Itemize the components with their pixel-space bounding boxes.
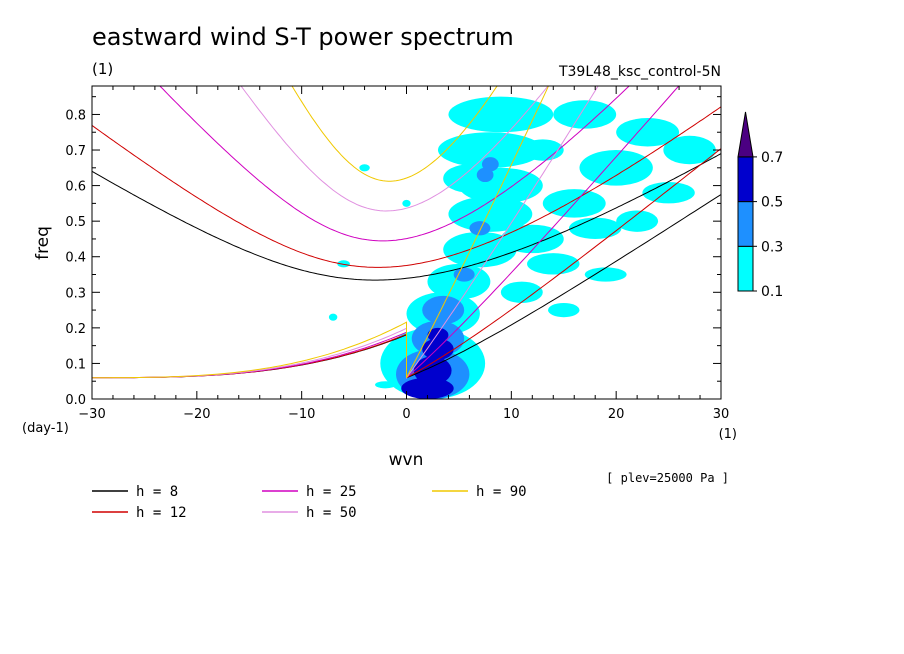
chart-title: eastward wind S-T power spectrum — [92, 23, 514, 51]
ig-wave-curve — [92, 153, 721, 281]
legend-label: h = 25 — [306, 484, 357, 500]
x-tick-label: 20 — [608, 407, 625, 422]
x-tick-label: 0 — [402, 407, 410, 422]
legend-label: h = 8 — [136, 484, 178, 500]
colorbar-segment — [737, 245, 754, 292]
y-tick-label: 0.2 — [65, 322, 86, 337]
colorbar-label: 0.3 — [761, 239, 783, 255]
colorbar-segment — [737, 156, 754, 203]
colorbar: 0.1 0.3 0.5 0.7 — [737, 111, 783, 300]
ig-wave-curve — [240, 86, 549, 212]
x-axis-label: wvn — [389, 450, 424, 470]
y-tick-label: 0.5 — [65, 215, 86, 230]
legend-label: h = 50 — [306, 505, 357, 521]
axis-ticks: −30 −20 −10 0 10 20 30 0.0 0.1 0.2 0.3 0.4 0.5 0.6 0.7… — [65, 86, 729, 422]
contour-blob — [584, 267, 627, 282]
ig-wave-curve — [159, 86, 630, 242]
contour-blob — [579, 150, 653, 186]
contour-blob — [453, 267, 475, 282]
contour-blob — [422, 295, 465, 325]
x-tick-label: −10 — [288, 407, 315, 422]
contour-blob — [568, 217, 622, 239]
contour-blob — [437, 132, 543, 168]
contour-blob — [548, 302, 580, 318]
contour-blob — [642, 182, 695, 204]
legend-label: h = 12 — [136, 505, 187, 521]
legend-label: h = 90 — [476, 484, 527, 500]
x-tick-label: 30 — [713, 407, 730, 422]
dispersion-curves — [92, 86, 721, 380]
legend: h = 8 h = 12 h = 25 h = 50 h = 90 — [92, 484, 527, 521]
y-tick-label: 0.3 — [65, 286, 86, 301]
x-tick-label: −20 — [183, 407, 210, 422]
colorbar-segment — [737, 201, 754, 247]
chart-subtitle-left: (1) — [92, 60, 113, 78]
y-tick-label: 0.4 — [65, 251, 86, 266]
contour-blob — [500, 281, 543, 303]
contour-blob — [663, 135, 716, 165]
contour-blob — [469, 221, 491, 236]
contour-blob — [427, 327, 449, 343]
contour-blob — [337, 260, 350, 268]
contour-blob — [375, 381, 397, 389]
contour-blob — [402, 199, 411, 207]
contour-blob — [527, 253, 580, 275]
contour-blob — [481, 157, 499, 172]
y-tick-label: 0.7 — [65, 144, 86, 159]
y-axis-label: freq — [33, 226, 53, 260]
plev-annotation: [ plev=25000 Pa ] — [606, 471, 729, 485]
contour-blob — [359, 164, 370, 172]
contour-blob — [413, 356, 452, 385]
contour-blob — [500, 224, 564, 254]
y-tick-label: 0.6 — [65, 180, 86, 195]
kelvin-wave-curve — [92, 86, 550, 379]
x-tick-label: 10 — [503, 407, 520, 422]
y-tick-label: 0.1 — [65, 357, 86, 372]
contour-blob — [443, 231, 517, 268]
y-unit-label: (day-1) — [22, 421, 69, 436]
ig-wave-curve — [291, 86, 498, 182]
contour-blob — [328, 313, 338, 321]
contour-blob — [448, 96, 554, 133]
contour-blob — [476, 167, 494, 183]
chart-subtitle-right: T39L48_ksc_control-5N — [558, 64, 721, 80]
y-tick-label: 0.8 — [65, 108, 86, 123]
colorbar-label: 0.5 — [761, 195, 783, 211]
colorbar-label: 0.7 — [761, 150, 783, 166]
contour-blob — [521, 139, 564, 161]
contour-blob — [553, 100, 617, 129]
contour-blob — [616, 210, 659, 232]
colorbar-extend-triangle — [737, 111, 754, 158]
x-tick-label: −30 — [78, 407, 105, 422]
colorbar-label: 0.1 — [761, 284, 783, 300]
y-tick-label: 0.0 — [65, 393, 86, 408]
ig-wave-curve — [92, 106, 721, 268]
x-unit-label: (1) — [719, 427, 737, 442]
kelvin-wave-curve — [92, 86, 599, 380]
